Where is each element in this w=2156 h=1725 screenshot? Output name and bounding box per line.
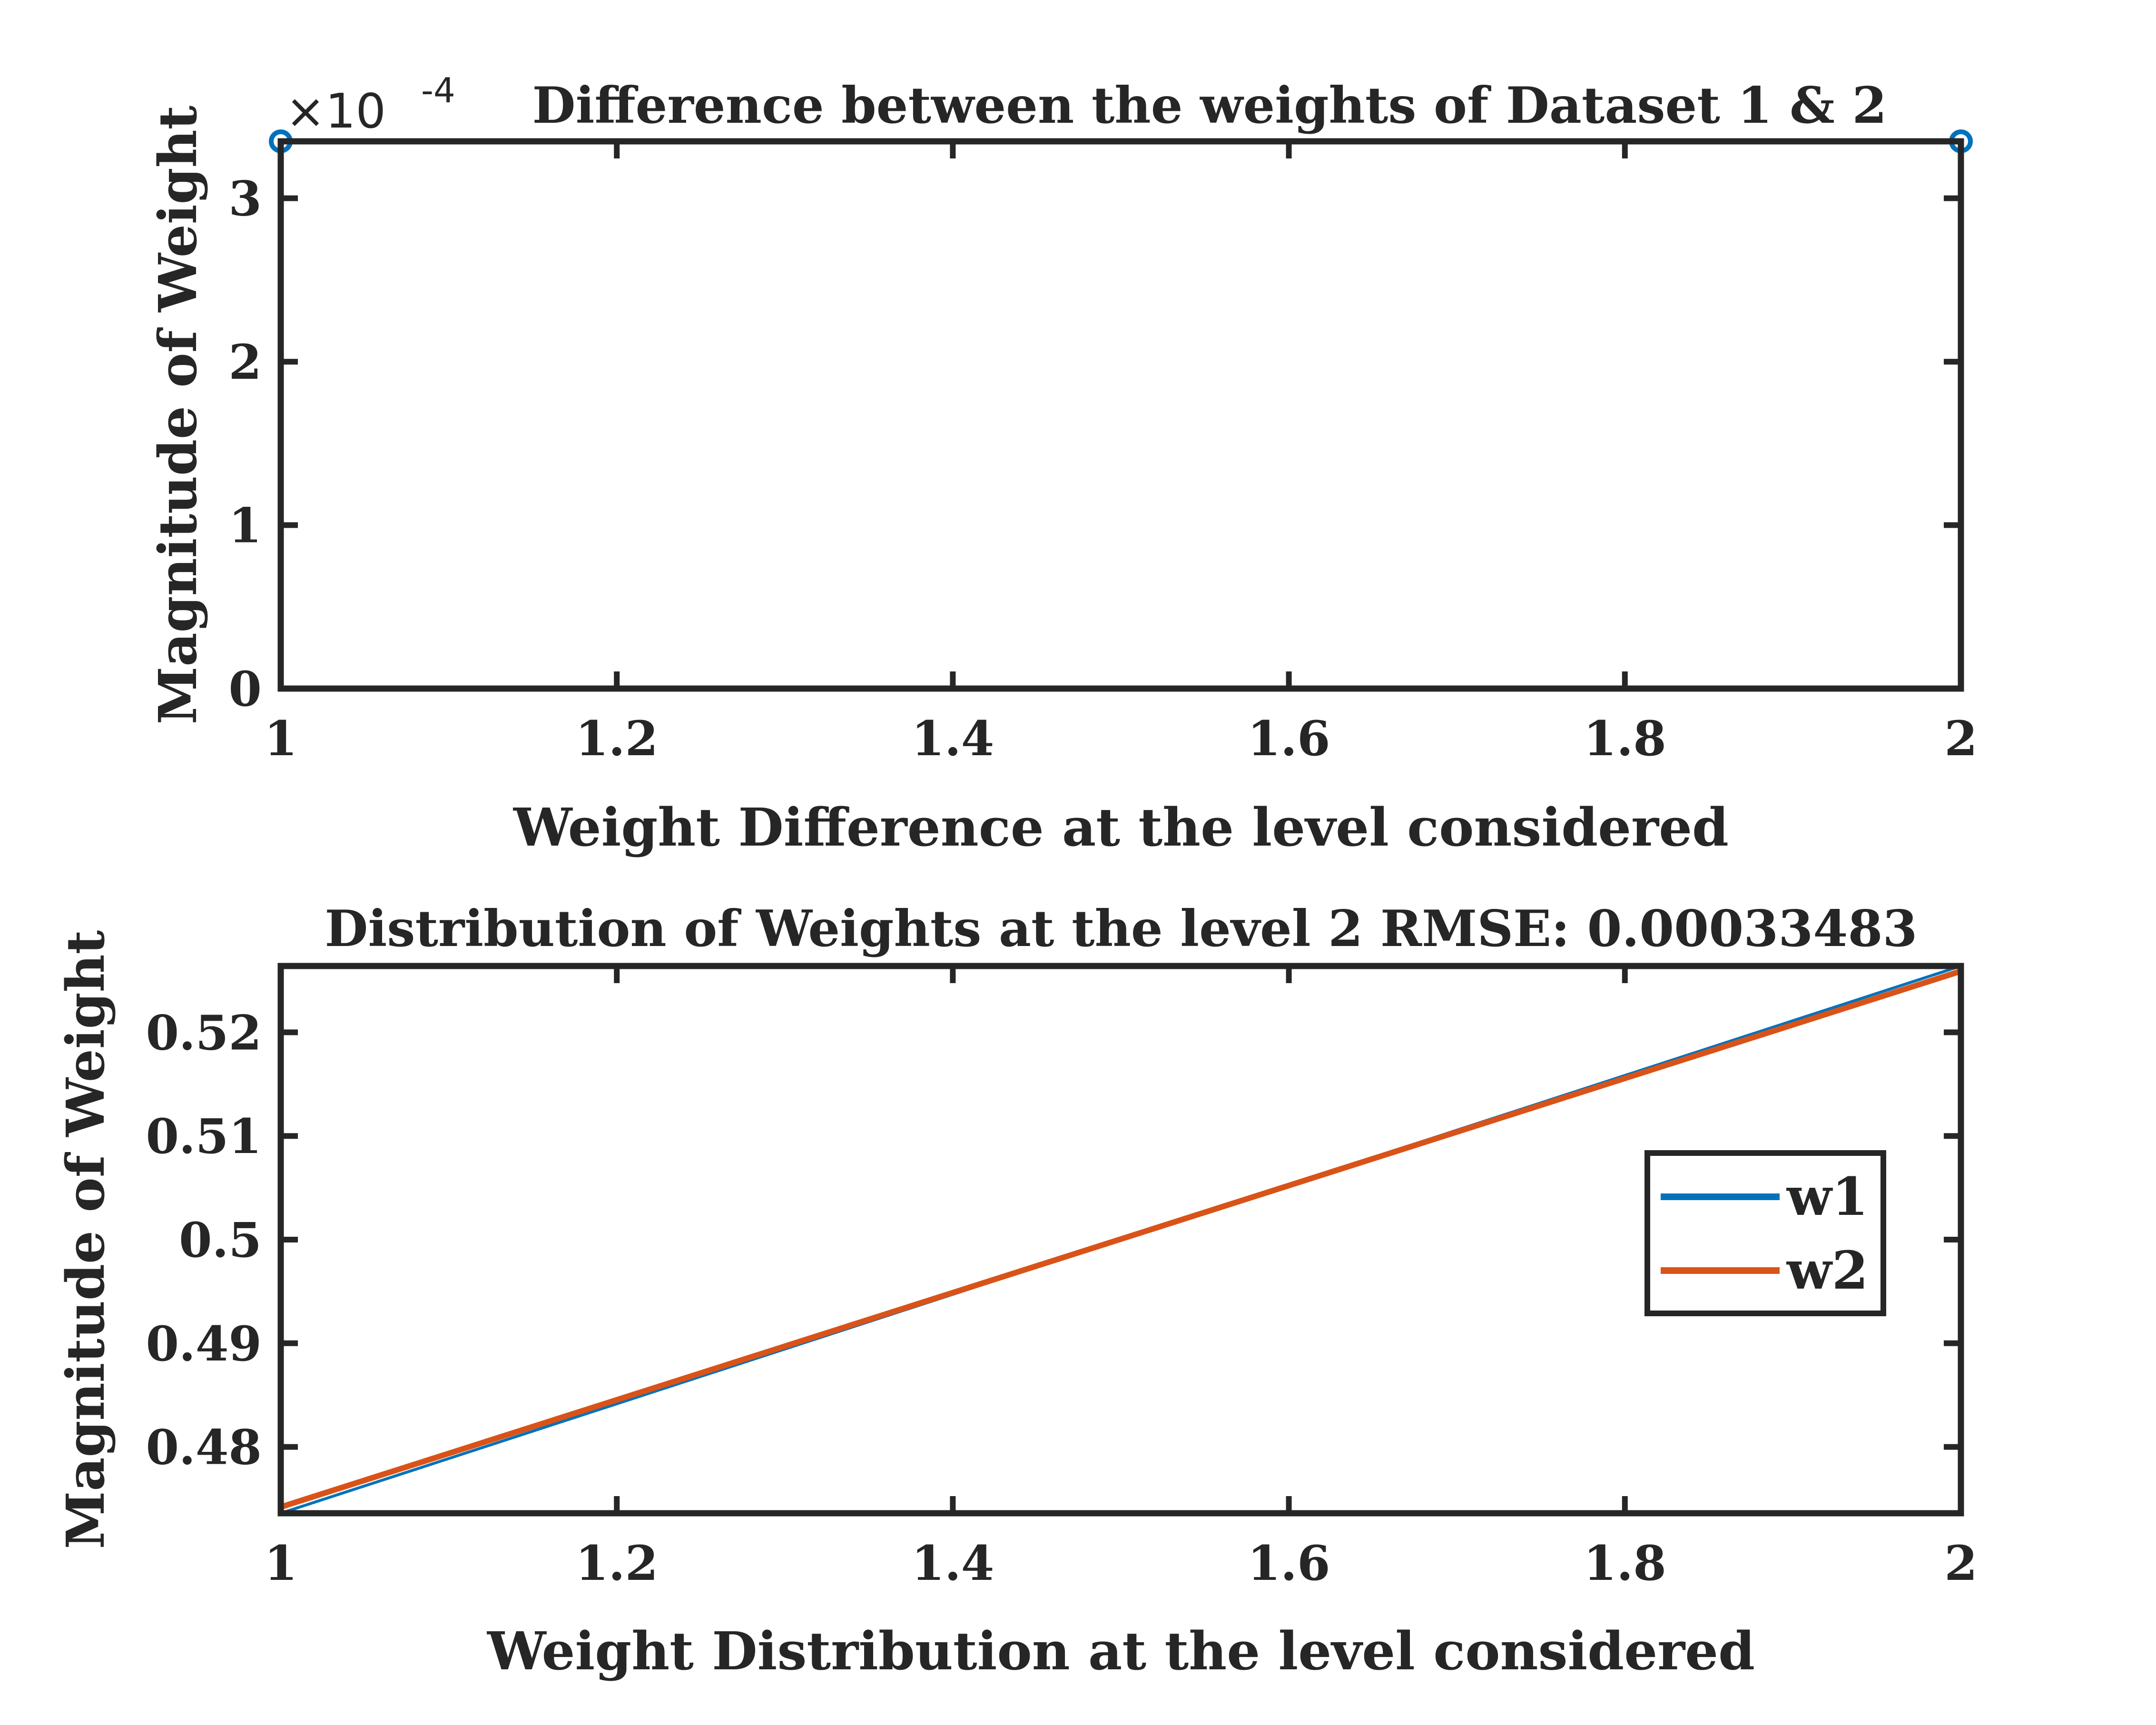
series-line-w2 [280, 968, 1962, 1510]
top-x-axis-label: Weight Difference at the level considere… [513, 797, 1729, 858]
top-chart-title: Difference between the weights of Datase… [532, 76, 1887, 135]
bottom-y-tick-labels: 0.48 0.49 0.5 0.51 0.52 [146, 1005, 262, 1475]
y-tick-label: 0.48 [146, 1419, 262, 1476]
x-tick-label: 1 [264, 1535, 297, 1591]
x-tick-label: 1 [264, 710, 297, 767]
y-tick-label: 0.52 [146, 1005, 262, 1061]
y-tick-label: 1 [228, 498, 262, 554]
bottom-x-tick-labels: 1 1.2 1.4 1.6 1.8 2 [264, 1535, 1978, 1591]
top-y-exponent: -4 [421, 70, 455, 110]
top-axes-box [277, 138, 1964, 692]
x-tick-label: 1.8 [1584, 710, 1666, 767]
legend: w1 w2 [1644, 1150, 1886, 1316]
bottom-x-axis-label: Weight Distribution at the level conside… [487, 1620, 1755, 1682]
bottom-subplot: 1 1.2 1.4 1.6 1.8 2 0.48 0.49 0.5 0.51 0.52 Distr… [55, 899, 1978, 1682]
x-tick-label: 1.6 [1248, 1535, 1330, 1591]
top-y-axis-label: Magnitude of Weight [147, 105, 208, 724]
y-tick-label: 0.5 [179, 1212, 262, 1268]
x-tick-label: 1.8 [1584, 1535, 1666, 1591]
top-x-tick-labels: 1 1.2 1.4 1.6 1.8 2 [264, 710, 1978, 767]
y-tick-label: 0.51 [146, 1108, 262, 1164]
legend-label-w2: w2 [1786, 1240, 1868, 1301]
y-tick-label: 0.49 [146, 1316, 262, 1372]
legend-label-w1: w1 [1786, 1166, 1868, 1227]
x-tick-label: 1.4 [911, 710, 994, 767]
top-y-multiplier: ×10 [285, 83, 386, 139]
bottom-axes-box [277, 963, 1964, 1517]
top-y-tick-labels: 0 1 2 3 [228, 171, 262, 717]
bottom-y-axis-label: Magnitude of Weight [55, 930, 116, 1549]
bottom-line-series [280, 965, 1962, 1515]
bottom-chart-title: Distribution of Weights at the level 2 R… [325, 899, 1917, 958]
x-tick-label: 1.4 [911, 1535, 994, 1591]
x-tick-label: 1.6 [1248, 710, 1330, 767]
x-tick-label: 2 [1944, 710, 1978, 767]
y-tick-label: 0 [228, 661, 262, 717]
legend-box [1644, 1150, 1886, 1316]
x-tick-label: 1.2 [575, 710, 658, 767]
top-plot-area [281, 141, 1961, 689]
y-tick-label: 2 [228, 334, 262, 390]
x-tick-label: 2 [1944, 1535, 1978, 1591]
x-tick-label: 1.2 [575, 1535, 658, 1591]
y-tick-label: 3 [228, 171, 262, 227]
